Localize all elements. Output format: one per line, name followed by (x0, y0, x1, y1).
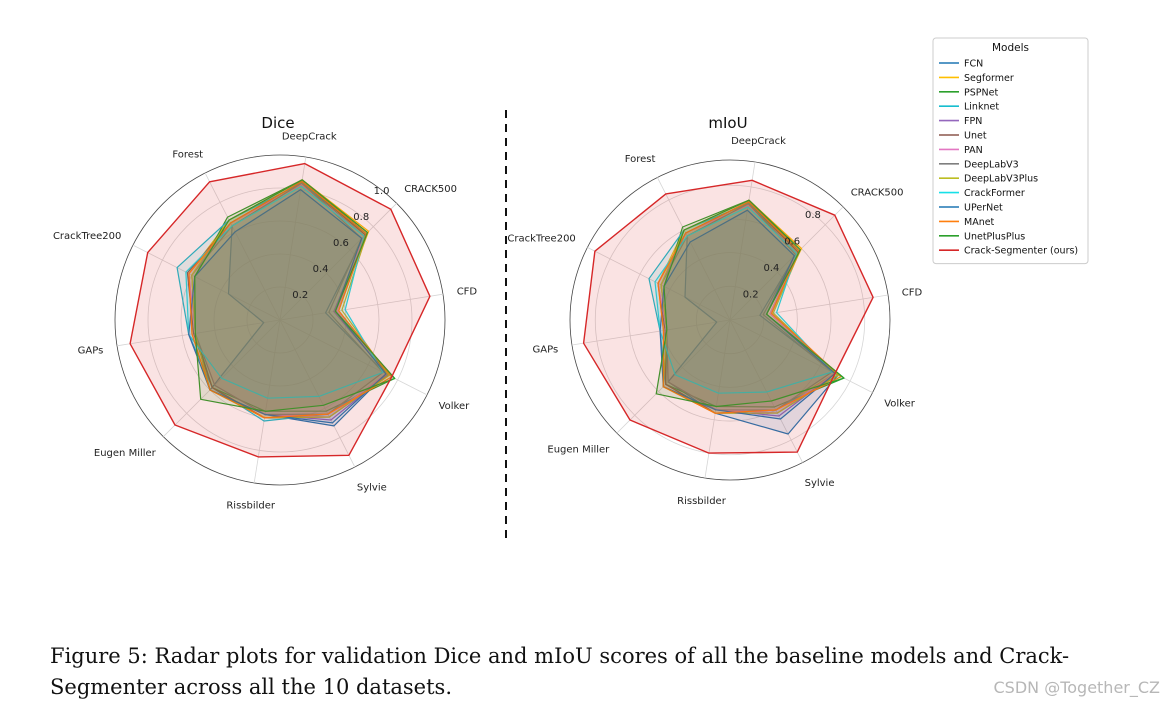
radar-grid-circle (246, 286, 314, 354)
figure-caption: Figure 5: Radar plots for validation Dic… (50, 644, 1070, 699)
series-upernet (188, 189, 387, 424)
radial-tick-label: 0.8 (353, 212, 369, 223)
legend-entry: Crack-Segmenter (ours) (964, 246, 1078, 257)
radar-outer-circle (569, 159, 891, 481)
radar-spoke (729, 294, 889, 321)
radial-tick-label: 0.4 (313, 264, 329, 275)
series-crack-segmenter-ours- (129, 162, 431, 458)
series-manet (657, 201, 842, 414)
axis-label-rissbilder: Rissbilder (226, 501, 276, 512)
radar-outer-circle (114, 154, 446, 486)
legend-entry: Segformer (964, 73, 1014, 84)
legend-entry: DeepLabV3Plus (964, 174, 1038, 185)
radial-tick-label: 1.0 (374, 186, 390, 197)
radar-grid-circle (594, 184, 866, 456)
radar-spoke (279, 203, 397, 321)
radar-figure-svg: 0.2 0.4 0.6 0.8 1.0 DeepCrack CRACK500 CFD Volke… (53, 37, 1089, 540)
chart-title: mIoU (708, 114, 747, 132)
axis-label-forest: Forest (625, 154, 656, 165)
axis-label-cracktree200: CrackTree200 (507, 233, 575, 244)
axis-label-eugen-miller: Eugen Miller (547, 445, 610, 456)
radar-grid-circle (695, 285, 765, 355)
legend-entry: DeepLabV3 (964, 159, 1019, 170)
radar-chart-0: 0.2 0.4 0.6 0.8 1.0 DeepCrack CRACK500 CFD Volke… (53, 114, 477, 512)
axis-label-gaps: GAPs (533, 345, 559, 356)
radar-grid-circle (147, 187, 413, 453)
legend-entry: Linknet (964, 102, 999, 113)
radar-spoke (729, 161, 756, 321)
series-upernet (659, 209, 836, 420)
legend-box (932, 37, 1089, 265)
axis-label-forest: Forest (172, 149, 203, 160)
legend: Models FCN Segformer PSPNet Linknet FPN Unet PA… (932, 37, 1089, 265)
radar-spoke (704, 319, 731, 479)
chart-title: Dice (261, 114, 294, 132)
radar-spoke (616, 319, 731, 434)
radar-spoke (116, 319, 281, 347)
series-crackformer (185, 185, 384, 399)
radial-tick-label: 0.4 (764, 263, 780, 274)
legend-entry: Unet (964, 131, 987, 142)
radial-tick-label: 0.6 (784, 236, 800, 247)
legend-entry: FPN (964, 116, 982, 127)
radar-spoke (729, 319, 873, 393)
series-manet (188, 180, 393, 419)
axis-label-sylvie: Sylvie (805, 478, 835, 489)
legend-title: Models (992, 42, 1029, 54)
axis-label-crack500: CRACK500 (851, 187, 904, 198)
axis-label-sylvie: Sylvie (357, 483, 387, 494)
axis-label-cfd: CFD (902, 288, 923, 299)
radar-spoke (729, 319, 803, 463)
radar-spoke (279, 319, 356, 468)
radial-tick-label: 0.2 (743, 290, 759, 301)
axis-label-cfd: CFD (457, 287, 478, 298)
legend-entry: UnetPlusPlus (964, 231, 1025, 242)
radar-spoke (279, 319, 428, 396)
axis-label-volker: Volker (439, 401, 471, 412)
axis-label-rissbilder: Rissbilder (677, 496, 727, 507)
series-unetplusplus (655, 199, 845, 408)
legend-entry: UPerNet (964, 203, 1003, 214)
radar-spoke (204, 172, 281, 321)
radar-spoke (571, 319, 731, 346)
axis-label-eugen-miller: Eugen Miller (94, 448, 157, 459)
legend-entry: PAN (964, 145, 983, 156)
watermark: CSDN @Together_CZ (993, 678, 1160, 697)
axis-label-cracktree200: CrackTree200 (53, 231, 121, 242)
radar-spoke (253, 319, 281, 484)
radar-spoke (729, 206, 844, 321)
radar-spoke (279, 293, 444, 321)
radar-grid-circle (628, 218, 832, 422)
axis-label-crack500: CRACK500 (404, 184, 457, 195)
radial-tick-label: 0.8 (805, 210, 821, 221)
axis-label-volker: Volker (884, 399, 916, 410)
series-unetplusplus (194, 179, 396, 412)
legend-entry: FCN (964, 59, 983, 70)
legend-entry: PSPNet (964, 87, 998, 98)
radar-spoke (132, 244, 281, 321)
radar-spoke (587, 247, 731, 321)
series-crack-segmenter-ours- (582, 179, 874, 454)
axis-label-deepcrack: DeepCrack (282, 131, 337, 142)
radar-chart-1: 0.2 0.4 0.6 0.8 DeepCrack CRACK500 CFD Volker Sy… (507, 114, 922, 507)
legend-entry: CrackFormer (964, 188, 1025, 199)
radar-spoke (657, 177, 731, 321)
radial-tick-label: 0.2 (292, 290, 308, 301)
radial-tick-label: 0.6 (333, 238, 349, 249)
series-crackformer (654, 206, 833, 394)
legend-entry: MAnet (964, 217, 995, 228)
axis-label-deepcrack: DeepCrack (731, 136, 786, 147)
axis-label-gaps: GAPs (78, 345, 104, 356)
